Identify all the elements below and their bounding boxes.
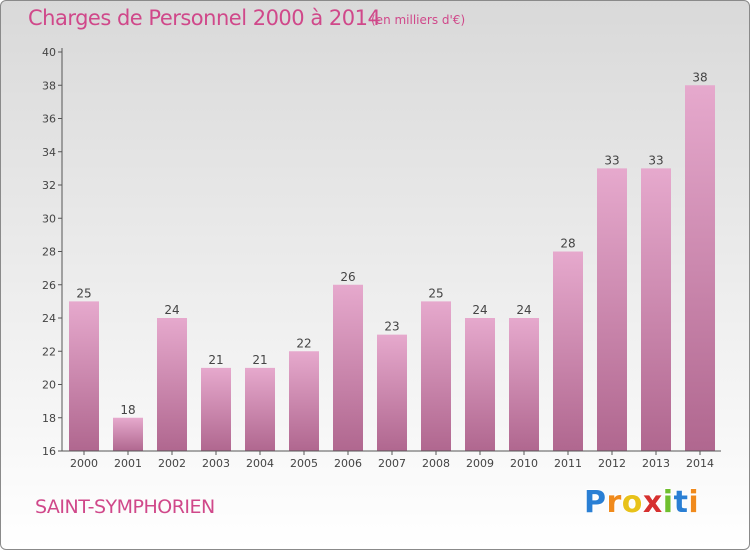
y-tick-label-30: 30 xyxy=(42,212,56,225)
data-label-2002: 24 xyxy=(164,303,179,317)
data-label-2005: 22 xyxy=(296,336,311,350)
axes-layer: 16 18 20 22 24 26 28 30 32 34 36 38 40 2000 2001 2002 20… xyxy=(42,46,721,470)
bar-2007 xyxy=(377,334,407,451)
x-tick-label-2003: 2003 xyxy=(202,457,230,470)
data-label-2014: 38 xyxy=(692,70,707,84)
bar-2000 xyxy=(69,301,99,451)
bars-layer: 25 18 24 21 21 22 26 23 25 24 24 28 33 33 38 xyxy=(69,70,715,451)
logo-letter: P xyxy=(584,485,607,520)
data-label-2012: 33 xyxy=(604,153,619,167)
x-tick-label-2007: 2007 xyxy=(378,457,406,470)
x-tick-label-2002: 2002 xyxy=(158,457,186,470)
data-label-2011: 28 xyxy=(560,237,575,251)
bar-2010 xyxy=(509,318,539,451)
logo-letter: x xyxy=(642,485,663,520)
x-tick-label-2004: 2004 xyxy=(246,457,274,470)
bar-2009 xyxy=(465,318,495,451)
x-tick-label-2012: 2012 xyxy=(598,457,626,470)
y-tick-label-32: 32 xyxy=(42,179,56,192)
bar-2005 xyxy=(289,351,319,451)
data-label-2010: 24 xyxy=(516,303,531,317)
bar-2014 xyxy=(685,85,715,451)
y-tick-label-38: 38 xyxy=(42,79,56,92)
y-tick-label-28: 28 xyxy=(42,246,56,259)
data-label-2007: 23 xyxy=(384,320,399,334)
bar-2003 xyxy=(201,367,231,451)
data-label-2003: 21 xyxy=(208,353,223,367)
x-tick-label-2009: 2009 xyxy=(466,457,494,470)
data-label-2006: 26 xyxy=(340,270,355,284)
bar-2012 xyxy=(597,168,627,451)
commune-name: SAINT-SYMPHORIEN xyxy=(35,496,215,518)
data-label-2013: 33 xyxy=(648,153,663,167)
bar-2013 xyxy=(641,168,671,451)
y-tick-label-18: 18 xyxy=(42,412,56,425)
y-tick-label-40: 40 xyxy=(42,46,56,59)
data-label-2000: 25 xyxy=(76,286,91,300)
logo-letter: o xyxy=(621,485,643,520)
x-tick-label-2005: 2005 xyxy=(290,457,318,470)
y-tick-label-16: 16 xyxy=(42,445,56,458)
x-tick-label-2013: 2013 xyxy=(642,457,670,470)
logo-letter: t xyxy=(673,485,689,520)
bar-2001 xyxy=(113,417,143,451)
y-tick-label-20: 20 xyxy=(42,379,56,392)
y-tick-label-24: 24 xyxy=(42,312,56,325)
data-label-2001: 18 xyxy=(120,403,135,417)
logo-letter: i xyxy=(688,485,700,520)
x-tick-label-2008: 2008 xyxy=(422,457,450,470)
x-tick-label-2000: 2000 xyxy=(70,457,98,470)
bar-2004 xyxy=(245,367,275,451)
logo-letter: i xyxy=(662,485,674,520)
x-tick-label-2011: 2011 xyxy=(554,457,582,470)
chart-subtitle: (en milliers d'€) xyxy=(371,13,466,27)
x-tick-label-2006: 2006 xyxy=(334,457,362,470)
x-tick-label-2001: 2001 xyxy=(114,457,142,470)
y-tick-label-26: 26 xyxy=(42,279,56,292)
x-tick-label-2010: 2010 xyxy=(510,457,538,470)
y-tick-label-34: 34 xyxy=(42,146,56,159)
y-tick-label-22: 22 xyxy=(42,345,56,358)
x-tick-label-2014: 2014 xyxy=(686,457,714,470)
logo-letter: r xyxy=(606,485,622,520)
data-label-2008: 25 xyxy=(428,286,443,300)
bar-2002 xyxy=(157,318,187,451)
chart-title: Charges de Personnel 2000 à 2014 xyxy=(28,6,381,30)
data-label-2004: 21 xyxy=(252,353,267,367)
bar-2011 xyxy=(553,251,583,451)
bar-2006 xyxy=(333,284,363,451)
bar-2008 xyxy=(421,301,451,451)
y-tick-label-36: 36 xyxy=(42,113,56,126)
data-label-2009: 24 xyxy=(472,303,487,317)
proxiti-logo: Proxiti xyxy=(584,485,699,520)
